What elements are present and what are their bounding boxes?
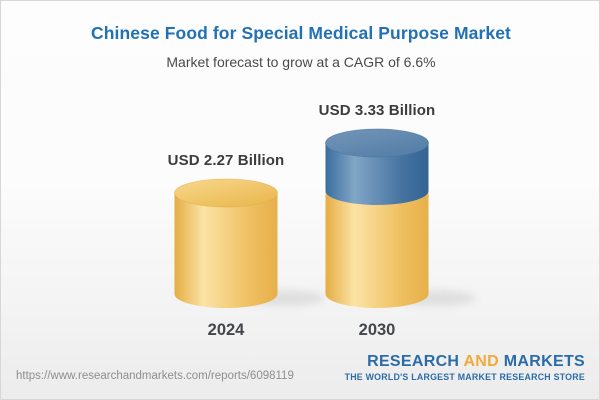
logo-tagline: THE WORLD'S LARGEST MARKET RESEARCH STOR…: [344, 372, 585, 382]
page-title: Chinese Food for Special Medical Purpose…: [91, 23, 511, 43]
research-and-markets-logo: RESEARCH AND MARKETS THE WORLD'S LARGEST…: [345, 354, 585, 382]
cylinder-2024: [174, 178, 278, 308]
logo-wordmark: RESEARCH AND MARKETS: [345, 354, 585, 370]
cylinder-2030-growth-segment: [325, 143, 429, 206]
value-label-2024: USD 2.27 Billion: [167, 152, 285, 169]
logo-word-research: RESEARCH: [367, 353, 460, 370]
logo-word-markets: MARKETS: [503, 353, 585, 370]
value-label-2030: USD 3.33 Billion: [318, 102, 436, 119]
report-url: https://www.researchandmarkets.com/repor…: [16, 370, 294, 382]
cylinder-2030-base-segment: [325, 191, 429, 308]
cylinder-2030: [325, 128, 429, 308]
category-label-2024: 2024: [207, 321, 245, 339]
chart-subtitle: Market forecast to grow at a CAGR of 6.6…: [166, 54, 436, 70]
logo-word-and: AND: [463, 353, 500, 370]
category-label-2030: 2030: [358, 321, 396, 339]
